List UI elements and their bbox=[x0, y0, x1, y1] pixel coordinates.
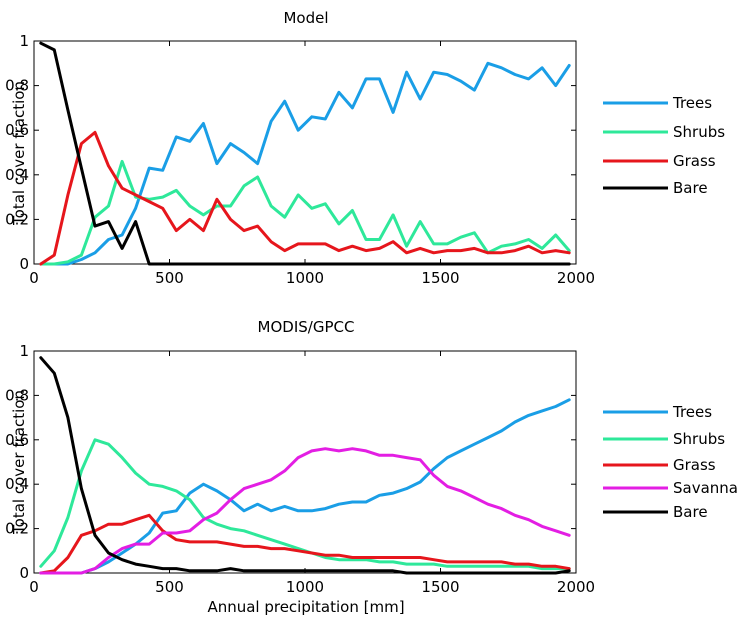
series-line-bare bbox=[39, 356, 571, 575]
x-tick-label: 0 bbox=[29, 269, 39, 287]
y-tick-label: 0.8 bbox=[5, 77, 29, 95]
plot-frame bbox=[33, 350, 577, 574]
legend-label-bare: Bare bbox=[673, 179, 708, 197]
y-tick-label: 1 bbox=[19, 32, 29, 50]
chart-title: MODIS/GPCC bbox=[258, 318, 355, 336]
legend-label-shrubs: Shrubs bbox=[673, 430, 725, 448]
series-line-bare bbox=[39, 41, 571, 266]
series-lines bbox=[39, 356, 571, 575]
y-tick-label: 0.2 bbox=[5, 520, 29, 538]
series-line-trees bbox=[39, 61, 571, 266]
x-tick-label: 2000 bbox=[557, 269, 595, 287]
y-axis-label: Total cover fraction bbox=[10, 81, 28, 226]
chart-modis-gpcc: MODIS/GPCC Total cover fraction Annual p… bbox=[5, 318, 738, 616]
y-tick-label: 0.6 bbox=[5, 121, 29, 139]
series-line-trees bbox=[39, 398, 571, 575]
x-tick-label: 500 bbox=[155, 269, 184, 287]
x-tick-label: 2000 bbox=[557, 578, 595, 596]
series-line-savanna bbox=[39, 447, 571, 575]
y-tick-label: 0.2 bbox=[5, 210, 29, 228]
x-tick-label: 1500 bbox=[421, 578, 459, 596]
series-lines bbox=[39, 41, 571, 266]
y-tick-label: 0.8 bbox=[5, 386, 29, 404]
y-tick-label: 0.6 bbox=[5, 431, 29, 449]
y-tick-label: 1 bbox=[19, 342, 29, 360]
legend-label-shrubs: Shrubs bbox=[673, 123, 725, 141]
plot-frame bbox=[33, 40, 577, 265]
legend: Trees Shrubs Grass Bare bbox=[603, 94, 725, 197]
y-axis-label: Total cover fraction bbox=[10, 390, 28, 535]
legend-label-bare: Bare bbox=[673, 503, 708, 521]
x-tick-label: 500 bbox=[155, 578, 184, 596]
legend-label-grass: Grass bbox=[673, 152, 716, 170]
legend-label-grass: Grass bbox=[673, 456, 716, 474]
y-tick-label: 0.4 bbox=[5, 166, 29, 184]
chart-title: Model bbox=[283, 9, 328, 27]
series-line-shrubs bbox=[39, 159, 571, 266]
x-axis-label: Annual precipitation [mm] bbox=[207, 598, 404, 616]
legend-label-savanna: Savanna bbox=[673, 479, 738, 497]
series-line-grass bbox=[39, 513, 571, 575]
x-tick-label: 1000 bbox=[286, 578, 324, 596]
legend-label-trees: Trees bbox=[672, 94, 712, 112]
x-tick-label: 1000 bbox=[286, 269, 324, 287]
series-line-grass bbox=[39, 130, 571, 266]
axis-ticks: 0 500 1000 1500 2000 0 0.2 0.4 0.6 0.8 1 bbox=[5, 342, 595, 596]
y-tick-label: 0 bbox=[19, 564, 29, 582]
axis-ticks: 0 500 1000 1500 2000 0 0.2 0.4 0.6 0.8 1 bbox=[5, 32, 595, 287]
y-tick-label: 0 bbox=[19, 255, 29, 273]
legend: Trees Shrubs Grass Savanna Bare bbox=[603, 403, 738, 521]
y-tick-label: 0.4 bbox=[5, 475, 29, 493]
legend-label-trees: Trees bbox=[672, 403, 712, 421]
x-tick-label: 0 bbox=[29, 578, 39, 596]
chart-model: Model Total cover fraction 0 500 1000 1500 2… bbox=[5, 9, 725, 287]
x-tick-label: 1500 bbox=[421, 269, 459, 287]
